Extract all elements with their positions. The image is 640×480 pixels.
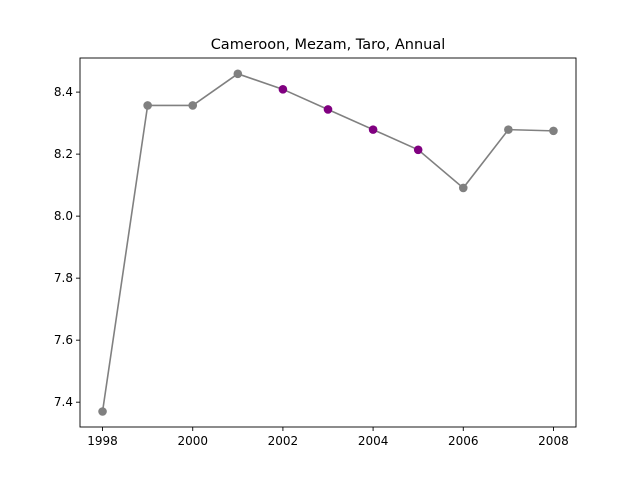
data-point [233, 69, 243, 79]
data-point [549, 126, 558, 136]
chart-title: Cameroon, Mezam, Taro, Annual [211, 37, 446, 53]
data-point [458, 183, 468, 193]
data-point [504, 125, 513, 134]
plot-area-frame [79, 57, 577, 428]
x-tick-label: 2002 [268, 434, 299, 448]
highlighted-data-point [323, 105, 333, 114]
y-tick-label: 7.4 [54, 395, 73, 409]
highlighted-data-point [278, 85, 288, 94]
y-tick-label: 8.2 [54, 147, 73, 161]
x-tick-label: 2004 [358, 434, 389, 448]
x-tick-label: 2006 [448, 434, 479, 448]
highlighted-data-point [413, 145, 423, 155]
y-tick-label: 7.6 [54, 333, 73, 347]
data-point [143, 101, 152, 110]
data-points [98, 69, 558, 416]
x-tick-label: 1998 [87, 434, 118, 448]
y-tick-label: 8.4 [54, 85, 73, 99]
y-tick-label: 8.0 [54, 209, 73, 223]
x-axis: 1998 2000 2002 2004 2006 2008 [87, 427, 569, 448]
y-tick-label: 7.8 [54, 271, 73, 285]
data-point [98, 407, 107, 416]
y-axis: 7.4 7.6 7.8 8.0 8.2 8.4 [54, 85, 80, 409]
data-point [188, 101, 198, 110]
x-tick-label: 2000 [177, 434, 208, 448]
x-tick-label: 2008 [538, 434, 569, 448]
highlighted-data-point [368, 125, 378, 134]
series-line [101, 72, 554, 412]
